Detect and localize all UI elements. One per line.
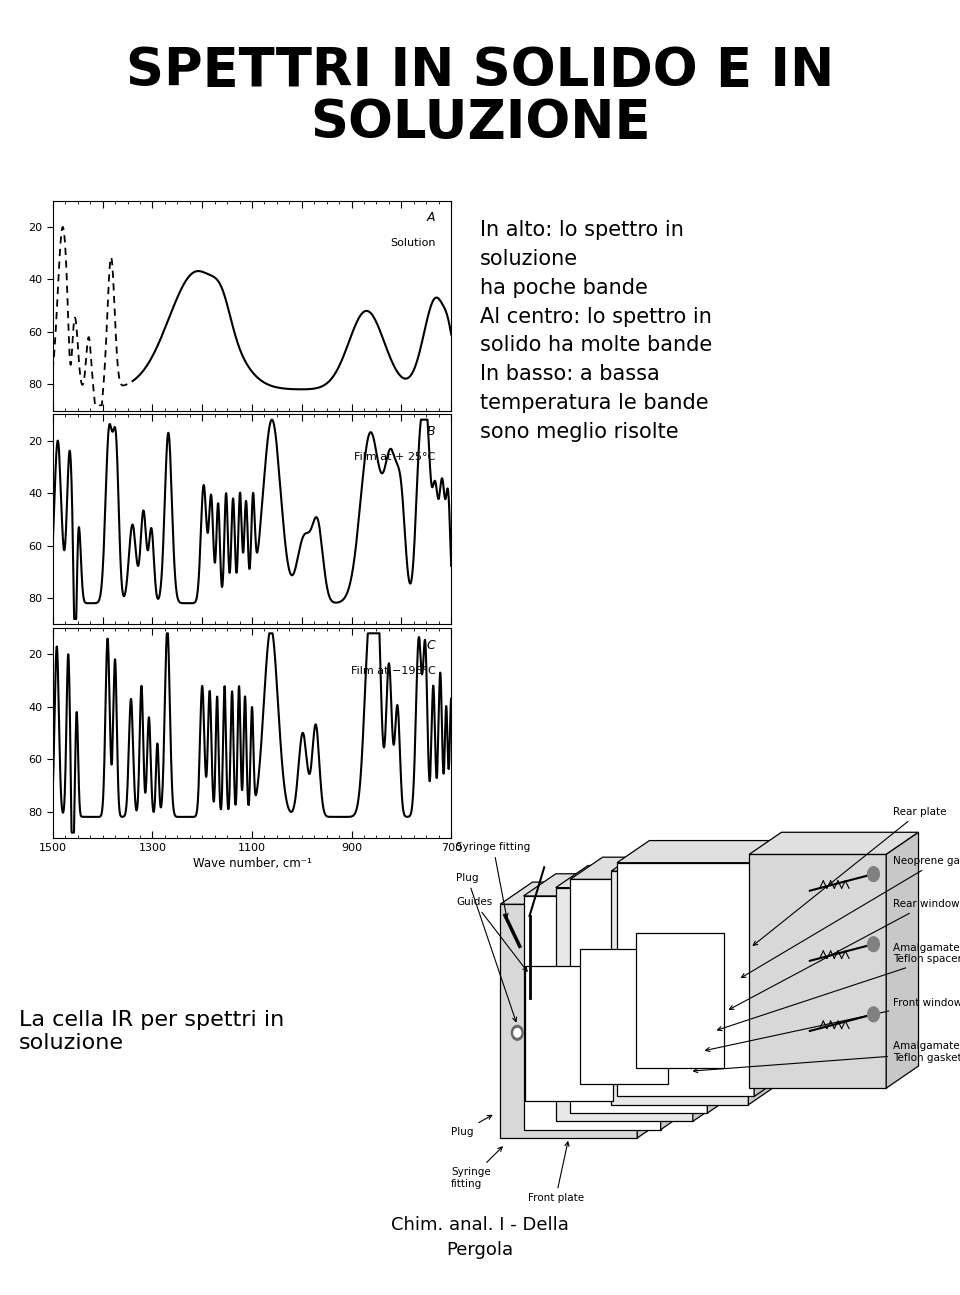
Polygon shape (556, 865, 725, 887)
Text: Amalgamated lead or
Teflon spacer: Amalgamated lead or Teflon spacer (717, 943, 960, 1031)
FancyBboxPatch shape (556, 887, 693, 1121)
Text: Chim. anal. I - Della
Pergola: Chim. anal. I - Della Pergola (391, 1216, 569, 1259)
Circle shape (868, 866, 879, 882)
Text: SOLUZIONE: SOLUZIONE (310, 97, 650, 149)
Text: Film at + 25°C: Film at + 25°C (354, 452, 435, 462)
Polygon shape (755, 840, 786, 1097)
Polygon shape (660, 874, 693, 1129)
Text: B: B (426, 425, 435, 438)
Bar (636, 932, 724, 1068)
Polygon shape (693, 865, 725, 1121)
Circle shape (514, 1028, 520, 1037)
FancyBboxPatch shape (617, 862, 755, 1097)
Text: Syringe
fitting: Syringe fitting (451, 1147, 502, 1189)
Text: La cella IR per spettri in
soluzione: La cella IR per spettri in soluzione (19, 1010, 284, 1053)
Text: Film at −196°C: Film at −196°C (350, 666, 435, 676)
Circle shape (868, 936, 879, 952)
Text: Rear window: Rear window (730, 899, 960, 1009)
Text: In alto: lo spettro in
soluzione
ha poche bande
Al centro: lo spettro in
solido : In alto: lo spettro in soluzione ha poch… (480, 220, 712, 442)
Polygon shape (749, 850, 780, 1105)
Text: SPETTRI IN SOLIDO E IN: SPETTRI IN SOLIDO E IN (126, 45, 834, 97)
Bar (524, 966, 612, 1101)
Text: Rear plate: Rear plate (754, 807, 947, 945)
Polygon shape (570, 857, 740, 879)
FancyBboxPatch shape (749, 855, 886, 1088)
Text: Plug: Plug (451, 1115, 492, 1137)
Circle shape (512, 1026, 523, 1040)
Polygon shape (612, 850, 780, 872)
Bar (580, 949, 668, 1084)
Polygon shape (749, 833, 919, 855)
Text: A: A (427, 211, 435, 224)
X-axis label: Wave number, cm⁻¹: Wave number, cm⁻¹ (193, 857, 311, 870)
Polygon shape (708, 857, 740, 1114)
Polygon shape (886, 833, 919, 1088)
Text: Syringe fitting: Syringe fitting (456, 842, 530, 918)
FancyBboxPatch shape (612, 872, 749, 1105)
FancyBboxPatch shape (500, 904, 637, 1138)
Text: Amalgamated lead or
Teflon gasket: Amalgamated lead or Teflon gasket (693, 1041, 960, 1072)
FancyBboxPatch shape (523, 896, 660, 1129)
Polygon shape (617, 840, 786, 862)
Text: Front plate: Front plate (528, 1142, 584, 1203)
Text: Front window: Front window (706, 997, 960, 1052)
FancyBboxPatch shape (570, 879, 708, 1114)
Text: Neoprene gasket: Neoprene gasket (741, 856, 960, 978)
Text: Guides: Guides (456, 897, 527, 971)
Polygon shape (500, 882, 669, 904)
Polygon shape (523, 874, 693, 896)
Text: C: C (426, 638, 435, 651)
Circle shape (868, 1008, 879, 1022)
Text: Plug: Plug (456, 873, 516, 1022)
Polygon shape (637, 882, 669, 1138)
Text: Solution: Solution (390, 238, 435, 249)
